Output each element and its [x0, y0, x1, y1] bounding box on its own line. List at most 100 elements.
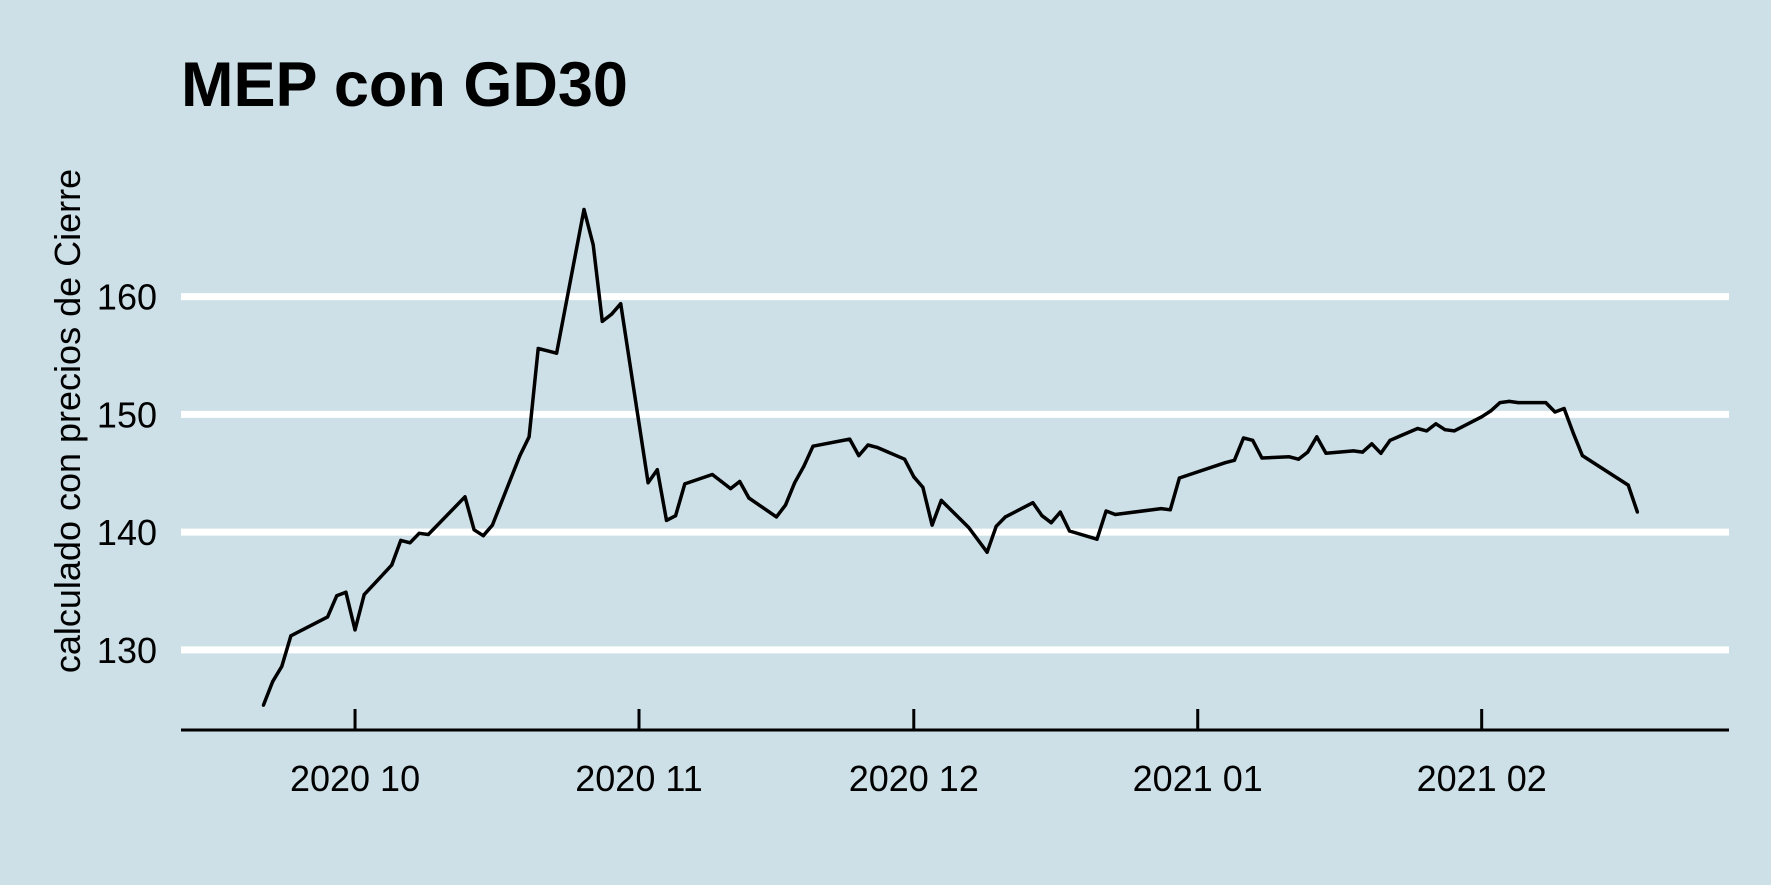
data-point	[1168, 508, 1172, 512]
data-point	[619, 302, 623, 306]
data-point	[472, 528, 476, 532]
data-point	[490, 523, 494, 527]
data-point	[1498, 401, 1502, 405]
data-point	[1388, 438, 1392, 442]
data-point	[582, 207, 586, 212]
data-point	[1232, 458, 1236, 462]
data-point	[1159, 507, 1163, 511]
data-point	[1287, 455, 1291, 459]
data-point	[1443, 428, 1447, 432]
data-point	[399, 538, 403, 543]
data-point	[289, 634, 293, 638]
data-point	[426, 532, 430, 537]
data-point	[1260, 456, 1264, 460]
data-point	[271, 680, 275, 684]
data-point	[1058, 510, 1062, 514]
data-point	[1370, 442, 1374, 446]
data-point	[912, 475, 916, 479]
data-point	[1315, 435, 1319, 439]
chart-title: MEP con GD30	[181, 50, 628, 120]
data-point	[1507, 399, 1511, 403]
data-point	[545, 349, 550, 353]
data-point	[774, 515, 779, 519]
data-point	[353, 628, 357, 632]
data-point	[1104, 509, 1108, 513]
data-point	[1113, 512, 1117, 517]
data-point	[481, 534, 485, 538]
data-point	[1049, 521, 1053, 525]
data-point	[527, 435, 531, 439]
x-tick-label: 2021 01	[1133, 758, 1263, 799]
data-point	[674, 514, 678, 518]
data-point	[1067, 529, 1072, 533]
data-point	[408, 541, 412, 545]
y-axis-label: calculado con precios de Cierre	[47, 169, 88, 673]
data-point	[783, 503, 788, 507]
data-point	[1553, 410, 1557, 414]
data-point	[811, 444, 815, 448]
data-point	[802, 464, 806, 468]
x-tick-label: 2020 11	[575, 758, 702, 799]
data-point	[1040, 514, 1044, 518]
data-point	[1306, 450, 1310, 454]
data-point	[683, 482, 687, 486]
data-point	[655, 468, 659, 472]
data-point	[1626, 483, 1630, 487]
data-point	[857, 454, 861, 458]
data-point	[1223, 461, 1227, 465]
data-point	[1544, 401, 1548, 405]
data-point	[1324, 451, 1328, 455]
data-point	[1296, 457, 1301, 461]
data-point	[335, 594, 339, 598]
data-point	[1351, 449, 1355, 453]
y-axis-ticks: 130 140 150 160	[97, 277, 157, 671]
data-point	[1003, 515, 1008, 519]
data-point	[1562, 406, 1566, 411]
y-tick-label: 140	[97, 512, 157, 553]
data-point	[1571, 431, 1575, 435]
data-point	[793, 481, 797, 485]
data-point	[600, 319, 604, 323]
data-point	[463, 495, 467, 499]
data-point	[326, 615, 330, 619]
data-point	[1635, 510, 1639, 514]
data-point	[994, 524, 998, 528]
x-tick-label: 2020 12	[849, 758, 979, 799]
data-point	[1241, 436, 1246, 440]
data-point	[555, 351, 559, 355]
data-point	[646, 481, 650, 485]
data-point	[1031, 501, 1035, 505]
data-point	[591, 243, 595, 247]
data-point	[1480, 415, 1484, 419]
y-tick-label: 160	[97, 277, 157, 318]
data-point	[848, 437, 852, 441]
gridlines	[181, 293, 1729, 654]
data-point	[536, 346, 540, 351]
data-point	[1379, 451, 1383, 455]
data-point	[1452, 429, 1456, 433]
data-point	[1434, 422, 1438, 426]
data-point	[609, 312, 614, 316]
data-point	[1416, 426, 1420, 431]
data-point	[866, 443, 870, 447]
data-point	[1177, 476, 1181, 480]
data-point	[518, 454, 522, 458]
data-point	[967, 525, 971, 530]
data-point	[738, 479, 742, 484]
data-point	[417, 531, 421, 535]
data-point	[747, 496, 751, 500]
data-point	[729, 487, 733, 491]
x-tick-label: 2020 10	[290, 758, 420, 799]
data-point	[710, 472, 714, 477]
data-point	[280, 664, 284, 669]
data-point	[344, 590, 348, 594]
data-point	[903, 457, 907, 461]
data-point	[664, 518, 669, 523]
x-tick-label: 2021 02	[1417, 758, 1547, 799]
y-tick-label: 150	[97, 394, 157, 435]
data-point	[390, 563, 394, 567]
x-axis-ticks: 2020 10 2020 11 2020 12 2021 01 2021 02	[290, 709, 1547, 799]
